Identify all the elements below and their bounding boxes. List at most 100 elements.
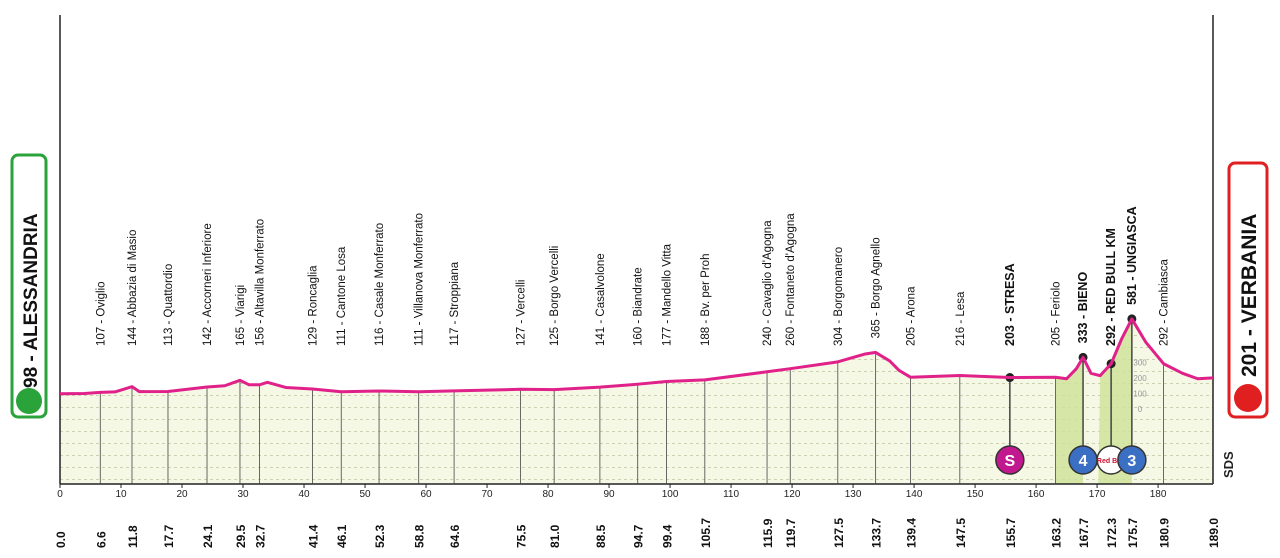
waypoint-km: 180.9 — [1158, 518, 1172, 548]
waypoint-km: 24.1 — [201, 524, 215, 548]
x-tick-label: 0 — [57, 489, 63, 500]
waypoint-km: 167.7 — [1077, 518, 1091, 548]
waypoint-km: 163.2 — [1050, 518, 1064, 548]
waypoint-label: 260 - Fontaneto d'Agogna — [785, 213, 797, 346]
start-box — [10, 153, 48, 419]
waypoint-km: 17.7 — [162, 524, 176, 548]
waypoint-label: 113 - Quattordio — [163, 264, 175, 346]
x-tick-label: 70 — [481, 489, 493, 500]
climb-zone — [1098, 318, 1132, 484]
waypoint-label: 216 - Lesa — [955, 291, 967, 346]
waypoint-km: 75.5 — [515, 524, 529, 548]
waypoint-label: 142 - Accorneri Inferiore — [202, 223, 214, 346]
waypoint-label: 156 - Altavilla Monferrato — [254, 219, 266, 346]
waypoint-label: 581 - UNGIASCA — [1125, 206, 1139, 305]
finish-icon — [1234, 384, 1262, 412]
waypoint-label: 165 - Viarigi — [235, 285, 247, 346]
badge-label: 3 — [1127, 453, 1136, 470]
waypoint-km: 81.0 — [548, 524, 562, 548]
waypoint-label: 292 - RED BULL KM — [1104, 228, 1118, 346]
waypoint-km: 88.5 — [594, 524, 608, 548]
badge-label: S — [1005, 453, 1016, 470]
profile-area — [60, 318, 1213, 484]
badge-label: Red Bull — [1097, 458, 1125, 465]
x-tick-label: 180 — [1150, 489, 1167, 500]
waypoint-km: 139.4 — [904, 518, 918, 548]
x-tick-label: 110 — [723, 489, 739, 500]
waypoint-label: 116 - Casale Monferrato — [374, 223, 386, 346]
waypoint-label: 205 - Arona — [905, 286, 917, 346]
waypoint-label: 107 - Oviglio — [95, 281, 107, 346]
waypoint-label: 141 - Casalvolone — [595, 253, 607, 346]
waypoint-km: 6.6 — [94, 531, 108, 548]
waypoint-km: 0.0 — [54, 531, 68, 548]
finish-label: 201 - VERBANIA — [1238, 214, 1261, 377]
waypoint-label: 125 - Borgo Vercelli — [549, 246, 561, 346]
profile-line — [59, 317, 1214, 396]
start-icon — [16, 388, 42, 414]
waypoint-label: 292 - Cambiasca — [1159, 258, 1171, 346]
x-tick-label: 40 — [298, 489, 310, 500]
badge-label: 4 — [1079, 453, 1088, 470]
waypoint-km: 11.8 — [126, 525, 140, 548]
waypoint-km: 41.4 — [307, 524, 321, 548]
waypoint-label: 203 - STRESA — [1003, 263, 1017, 346]
x-tick-label: 170 — [1089, 489, 1106, 500]
badge — [1117, 445, 1147, 475]
waypoint-label: 144 - Abbazia di Masio — [127, 230, 139, 346]
x-tick-label: 120 — [784, 489, 801, 500]
waypoint-label: 188 - Bv. per Proh — [700, 254, 712, 346]
sponsor: SDS — [1221, 451, 1236, 478]
start-label: 98 - ALESSANDRIA — [21, 213, 42, 388]
waypoint-km: 155.7 — [1004, 518, 1018, 548]
waypoint-km: 119.7 — [784, 518, 798, 548]
waypoint-label: 129 - Roncaglia — [308, 265, 320, 346]
waypoint-km: 94.7 — [632, 524, 646, 548]
waypoint-km: 133.7 — [870, 518, 884, 548]
x-tick-label: 30 — [237, 489, 249, 500]
waypoint-km: 64.6 — [448, 524, 462, 548]
waypoint-label: 205 - Feriolo — [1051, 281, 1063, 346]
waypoint-label: 333 - BIENO — [1076, 272, 1090, 344]
waypoint-km: 46.1 — [335, 524, 349, 548]
waypoint-label: 117 - Stroppiana — [449, 261, 461, 346]
waypoint-km: 189.0 — [1207, 518, 1221, 548]
waypoint-km: 175.7 — [1126, 518, 1140, 548]
badge — [995, 445, 1025, 475]
waypoint-label: 127 - Vercelli — [516, 280, 528, 346]
waypoint-label: 111 - Cantone Losa — [336, 246, 348, 346]
waypoint-label: 240 - Cavaglio d'Agogna — [762, 220, 774, 346]
waypoint-label: 160 - Biandrate — [633, 267, 645, 346]
waypoint-km: 105.7 — [699, 518, 713, 548]
x-tick-label: 160 — [1028, 489, 1045, 500]
x-tick-label: 20 — [176, 489, 188, 500]
x-tick-label: 60 — [420, 489, 432, 500]
finish-box — [1227, 161, 1269, 419]
y-tick-label: 100 — [1133, 389, 1147, 398]
x-tick-label: 80 — [542, 489, 554, 500]
waypoint-km: 127.5 — [832, 518, 846, 548]
x-tick-label: 150 — [967, 489, 984, 500]
waypoint-km: 52.3 — [373, 524, 387, 548]
x-tick-label: 100 — [662, 489, 679, 500]
x-tick-label: 140 — [906, 489, 923, 500]
y-tick-label: 200 — [1133, 374, 1147, 383]
x-tick-label: 90 — [603, 489, 615, 500]
waypoint-label: 111 - Villanova Monferrato — [414, 213, 426, 346]
waypoint-km: 147.5 — [954, 518, 968, 548]
y-tick-label: 300 — [1133, 358, 1147, 367]
waypoint-label: 304 - Borgomanero — [833, 247, 845, 346]
waypoint-km: 99.4 — [660, 524, 674, 548]
x-tick-label: 10 — [115, 489, 127, 500]
waypoint-label: 177 - Mandello Vitta — [661, 243, 673, 346]
waypoint-km: 172.3 — [1105, 518, 1119, 548]
x-tick-label: 50 — [359, 489, 371, 500]
waypoint-km: 115.9 — [761, 518, 775, 548]
waypoint-km: 29.5 — [234, 524, 248, 548]
waypoint-km: 58.8 — [413, 524, 427, 548]
waypoint-label: 365 - Borgo Agnello — [871, 237, 883, 338]
waypoint-km: 32.7 — [253, 524, 267, 548]
x-tick-label: 130 — [845, 489, 862, 500]
y-tick-label: 0 — [1138, 405, 1143, 414]
